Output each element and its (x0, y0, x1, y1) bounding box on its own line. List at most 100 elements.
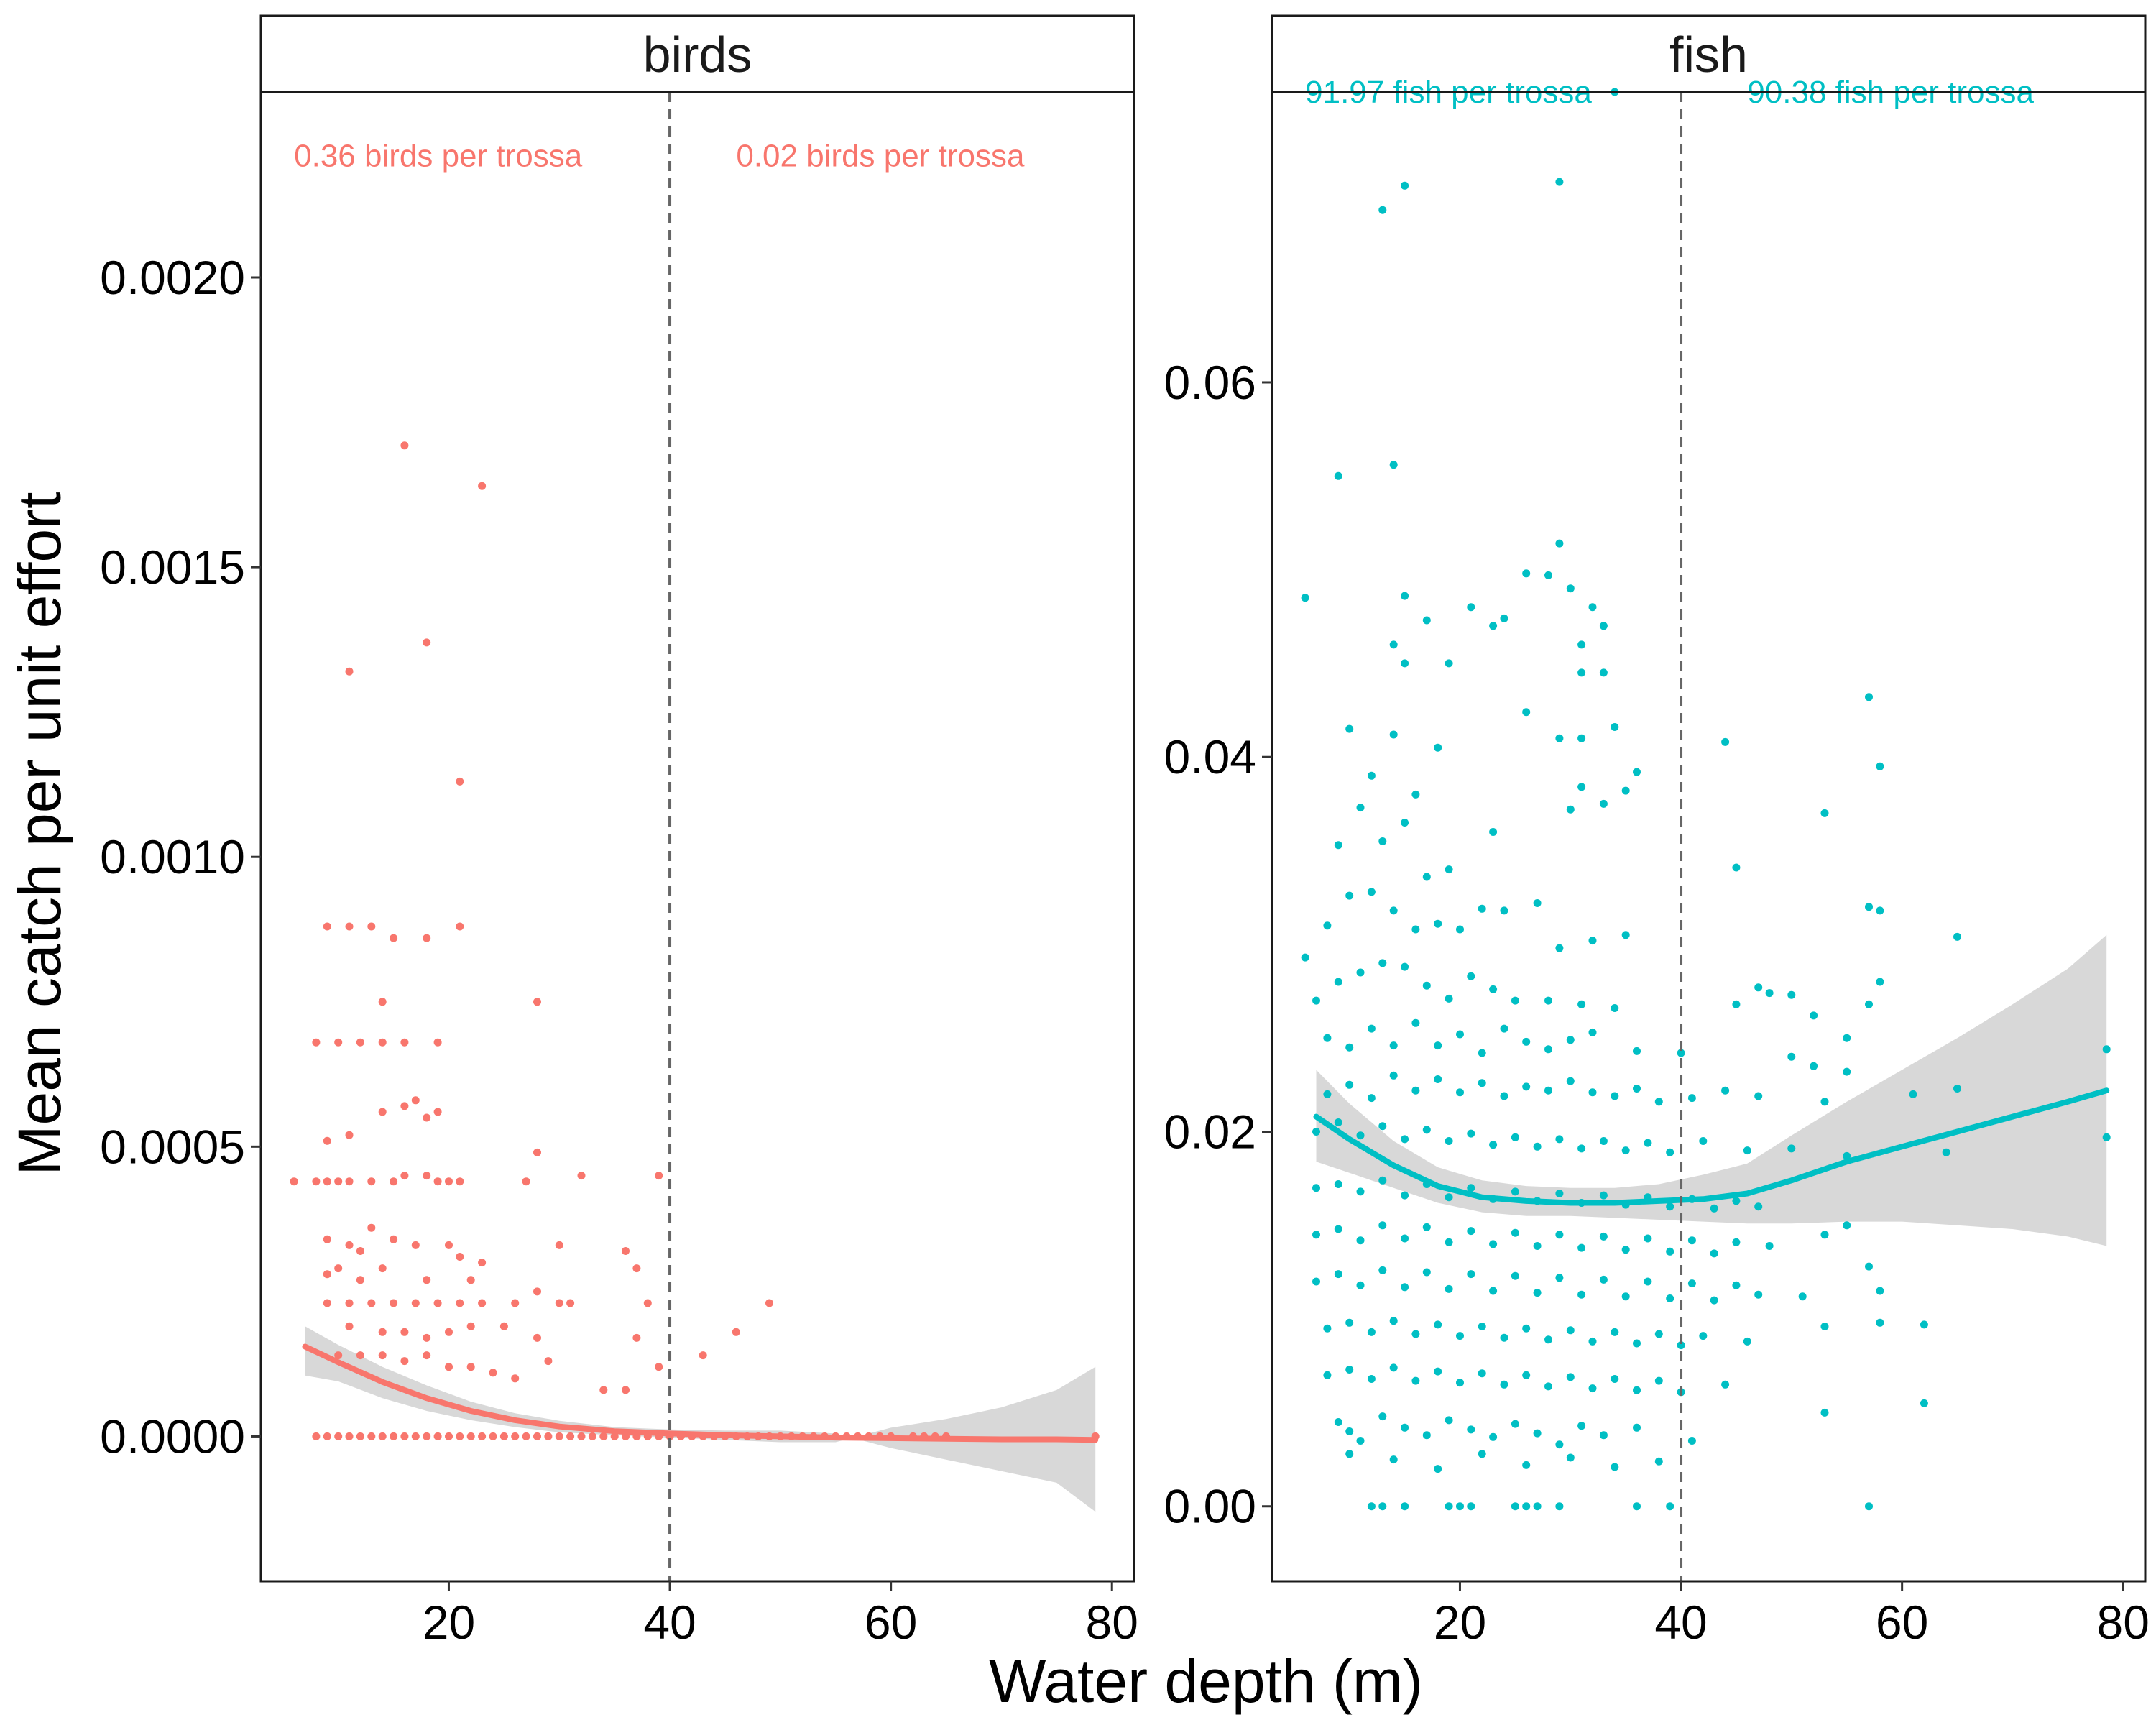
data-point-fish-3 (1378, 206, 1387, 214)
data-point-fish-147 (1743, 1146, 1751, 1155)
data-point-birds-12 (522, 1177, 530, 1186)
data-point-fish-55 (1345, 891, 1354, 900)
data-point-birds-5 (367, 1177, 376, 1186)
data-point-birds-64 (390, 1299, 398, 1307)
data-point-birds-11 (456, 1177, 464, 1186)
data-point-fish-104 (1810, 1062, 1818, 1070)
data-point-birds-66 (433, 1299, 442, 1307)
data-point-birds-97 (622, 1386, 630, 1394)
data-point-birds-101 (345, 1432, 354, 1440)
data-point-fish-273 (1599, 1431, 1608, 1440)
data-point-fish-295 (1555, 1502, 1564, 1511)
data-point-fish-173 (1312, 1230, 1320, 1239)
data-point-fish-105 (1843, 1067, 1851, 1076)
data-point-fish-203 (1467, 1270, 1475, 1279)
data-point-birds-79 (466, 1322, 475, 1330)
data-point-fish-269 (1511, 1420, 1519, 1428)
data-point-fish-185 (1577, 1243, 1586, 1252)
data-point-fish-58 (1411, 925, 1420, 934)
data-point-fish-99 (1566, 1036, 1575, 1044)
data-point-fish-142 (1599, 1137, 1608, 1145)
data-point-fish-71 (1334, 978, 1342, 986)
y-tick-label-fish-2: 0.04 (1164, 730, 1256, 783)
data-point-fish-121 (1654, 1098, 1663, 1106)
data-point-fish-217 (1798, 1292, 1807, 1301)
data-point-birds-19 (423, 934, 431, 942)
data-point-fish-193 (1765, 1242, 1774, 1250)
data-point-fish-159 (1467, 1184, 1475, 1192)
data-point-birds-47 (411, 1241, 420, 1249)
data-point-birds-89 (400, 1357, 409, 1366)
data-point-fish-221 (1345, 1318, 1354, 1327)
data-point-fish-224 (1411, 1330, 1420, 1338)
data-point-fish-103 (1787, 1052, 1796, 1061)
data-point-fish-288 (1401, 1502, 1409, 1511)
data-point-fish-170 (1710, 1204, 1718, 1213)
data-point-fish-8 (1401, 592, 1409, 600)
data-point-fish-46 (1621, 786, 1630, 795)
data-point-birds-56 (356, 1276, 364, 1284)
data-point-birds-27 (323, 1136, 331, 1145)
data-point-fish-73 (1378, 959, 1387, 967)
confidence-band-fish (1316, 934, 2107, 1246)
data-point-fish-21 (1599, 622, 1608, 630)
data-point-fish-182 (1511, 1228, 1519, 1237)
data-point-fish-283 (1566, 1453, 1575, 1462)
data-point-fish-18 (1566, 584, 1575, 593)
data-point-fish-125 (1820, 1098, 1829, 1106)
data-point-birds-88 (378, 1351, 387, 1360)
data-point-fish-176 (1378, 1221, 1387, 1230)
data-point-fish-49 (1820, 809, 1829, 817)
data-point-fish-263 (1378, 1412, 1387, 1421)
data-point-fish-133 (1401, 1135, 1409, 1144)
data-point-birds-40 (345, 667, 354, 676)
data-point-fish-239 (1820, 1322, 1829, 1330)
data-point-birds-87 (356, 1351, 364, 1360)
data-point-fish-127 (1953, 1085, 1961, 1092)
data-point-fish-297 (1666, 1502, 1674, 1511)
data-point-fish-200 (1401, 1283, 1409, 1292)
data-point-birds-20 (456, 922, 464, 931)
data-point-fish-237 (1699, 1332, 1708, 1340)
data-point-fish-206 (1533, 1289, 1542, 1297)
data-point-birds-34 (533, 1148, 541, 1156)
data-point-fish-76 (1445, 994, 1453, 1003)
data-point-fish-78 (1489, 985, 1498, 993)
data-point-fish-151 (2102, 1133, 2111, 1141)
data-point-fish-64 (1555, 944, 1564, 952)
data-point-birds-50 (478, 1259, 487, 1267)
y-tick-label-birds-4: 0.0020 (100, 251, 245, 304)
data-point-fish-93 (1434, 1041, 1442, 1050)
data-point-fish-126 (1909, 1090, 1917, 1098)
data-point-fish-32 (1611, 723, 1619, 731)
data-point-birds-46 (390, 1235, 398, 1243)
data-point-fish-59 (1434, 919, 1442, 928)
data-point-birds-7 (400, 1172, 409, 1180)
data-point-fish-174 (1334, 1225, 1342, 1233)
data-point-fish-156 (1401, 1191, 1409, 1200)
data-point-fish-152 (1312, 1184, 1320, 1192)
data-point-birds-15 (323, 922, 331, 931)
panel-border-fish (1271, 91, 2147, 1583)
data-point-fish-108 (1367, 1094, 1376, 1103)
data-point-fish-92 (1411, 1018, 1420, 1027)
data-point-fish-219 (1876, 1287, 1884, 1295)
data-point-fish-196 (1312, 1277, 1320, 1286)
data-point-fish-161 (1511, 1187, 1519, 1196)
strip-birds (259, 14, 1135, 93)
data-point-fish-27 (1411, 790, 1420, 799)
data-point-fish-287 (1378, 1502, 1387, 1511)
data-point-birds-112 (466, 1432, 475, 1440)
data-point-fish-26 (1389, 730, 1398, 739)
data-point-birds-44 (356, 1247, 364, 1255)
data-point-fish-69 (1876, 978, 1884, 986)
data-point-fish-192 (1732, 1238, 1741, 1246)
data-point-fish-183 (1533, 1242, 1542, 1250)
data-point-fish-281 (1478, 1450, 1486, 1458)
data-point-fish-2 (1389, 461, 1398, 469)
x-tick-label-fish-3: 80 (2097, 1596, 2150, 1649)
data-point-birds-93 (489, 1368, 497, 1377)
y-tick-label-fish-3: 0.06 (1164, 356, 1256, 409)
